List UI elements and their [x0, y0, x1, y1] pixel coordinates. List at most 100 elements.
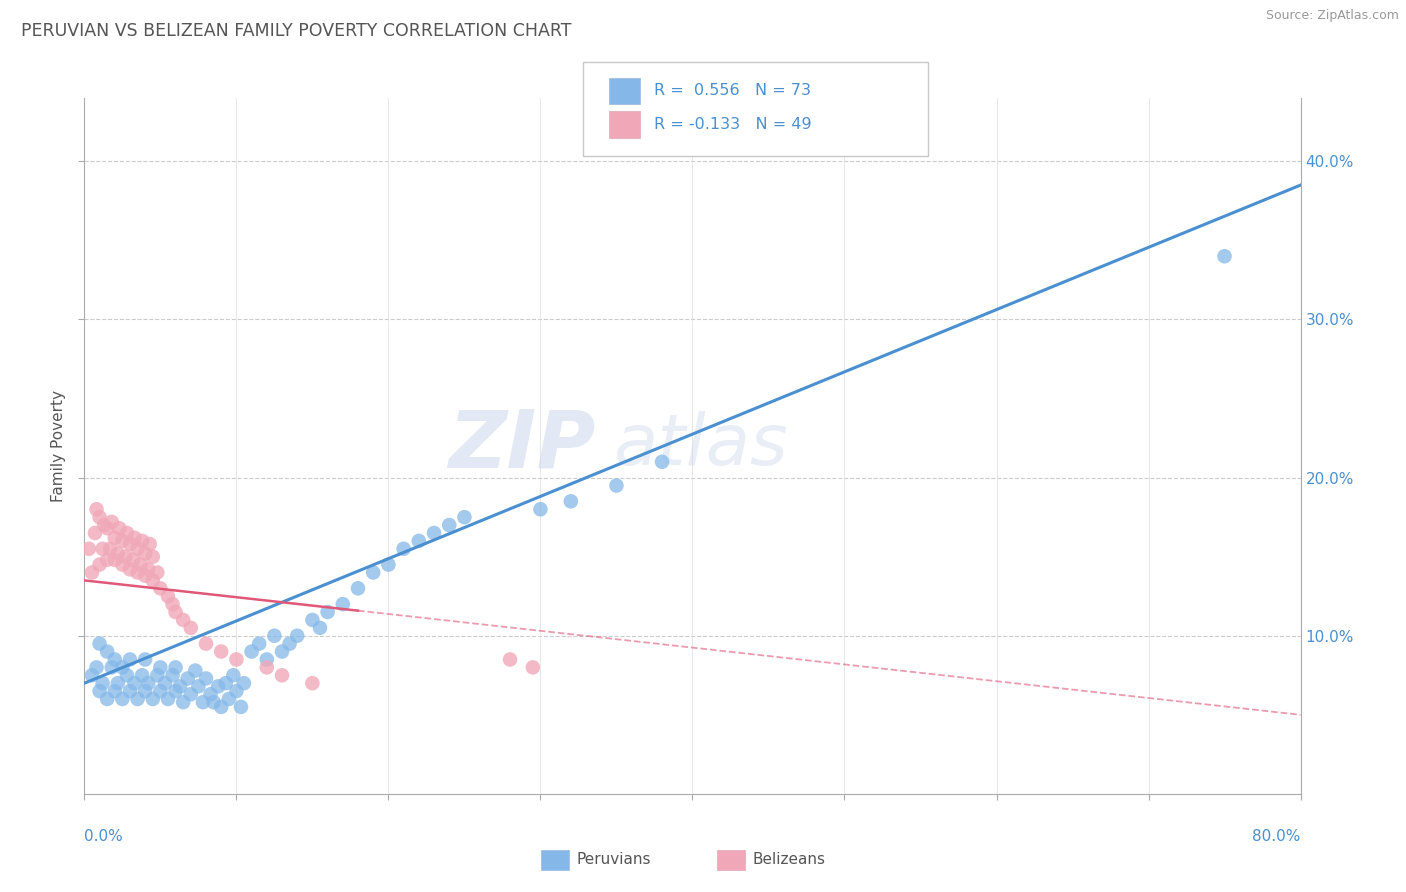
Point	[149, 582, 172, 596]
Point	[131, 668, 153, 682]
Point	[93, 518, 115, 533]
Point	[301, 676, 323, 690]
Point	[142, 692, 165, 706]
Text: Source: ZipAtlas.com: Source: ZipAtlas.com	[1265, 9, 1399, 22]
Point	[229, 699, 252, 714]
Point	[146, 668, 169, 682]
Point	[156, 692, 179, 706]
Point	[165, 684, 187, 698]
Point	[111, 660, 134, 674]
Point	[107, 676, 129, 690]
Point	[118, 537, 141, 551]
Point	[408, 533, 430, 548]
Point	[91, 676, 114, 690]
Text: ZIP: ZIP	[447, 407, 595, 485]
Point	[89, 558, 111, 572]
Text: Belizeans: Belizeans	[752, 853, 825, 867]
Point	[301, 613, 323, 627]
Point	[247, 637, 270, 651]
Point	[146, 566, 169, 580]
Point	[96, 644, 118, 658]
Point	[651, 455, 673, 469]
Text: PERUVIAN VS BELIZEAN FAMILY POVERTY CORRELATION CHART: PERUVIAN VS BELIZEAN FAMILY POVERTY CORR…	[21, 22, 572, 40]
Point	[271, 644, 294, 658]
Point	[127, 541, 149, 556]
Point	[207, 679, 229, 693]
Point	[111, 558, 134, 572]
Point	[200, 687, 222, 701]
Point	[80, 566, 103, 580]
Point	[187, 679, 209, 693]
Point	[529, 502, 551, 516]
Point	[138, 537, 160, 551]
Point	[499, 652, 522, 666]
Point	[316, 605, 339, 619]
Point	[127, 566, 149, 580]
Point	[361, 566, 384, 580]
Point	[77, 541, 100, 556]
Point	[153, 676, 176, 690]
Point	[134, 568, 156, 582]
Text: 0.0%: 0.0%	[84, 829, 124, 844]
Point	[191, 695, 214, 709]
Text: atlas: atlas	[613, 411, 787, 481]
Point	[332, 597, 354, 611]
Point	[134, 684, 156, 698]
Point	[605, 478, 627, 492]
Point	[104, 531, 127, 545]
Point	[98, 541, 121, 556]
Text: 80.0%: 80.0%	[1253, 829, 1301, 844]
Point	[111, 692, 134, 706]
Point	[180, 621, 202, 635]
Point	[439, 518, 461, 533]
Point	[172, 613, 194, 627]
Point	[240, 644, 263, 658]
Point	[195, 637, 218, 651]
Point	[86, 502, 108, 516]
Text: R = -0.133   N = 49: R = -0.133 N = 49	[654, 118, 811, 132]
Point	[392, 541, 415, 556]
Point	[149, 684, 172, 698]
Point	[104, 684, 127, 698]
Point	[96, 553, 118, 567]
Point	[89, 510, 111, 524]
Point	[127, 692, 149, 706]
Point	[271, 668, 294, 682]
Text: R =  0.556   N = 73: R = 0.556 N = 73	[654, 84, 811, 98]
Point	[115, 525, 138, 540]
Point	[256, 652, 278, 666]
Point	[195, 672, 218, 686]
Point	[347, 582, 370, 596]
Point	[184, 664, 207, 678]
Point	[131, 533, 153, 548]
Point	[453, 510, 475, 524]
Point	[560, 494, 582, 508]
Point	[218, 692, 240, 706]
Point	[202, 695, 225, 709]
Point	[215, 676, 238, 690]
Point	[142, 549, 165, 564]
Point	[225, 684, 247, 698]
Point	[156, 589, 179, 603]
Point	[134, 652, 156, 666]
Point	[256, 660, 278, 674]
Point	[134, 547, 156, 561]
Point	[124, 531, 146, 545]
Point	[115, 668, 138, 682]
Point	[149, 660, 172, 674]
Point	[522, 660, 544, 674]
Point	[222, 668, 245, 682]
Point	[100, 515, 122, 529]
Point	[124, 676, 146, 690]
Point	[118, 562, 141, 576]
Point	[278, 637, 301, 651]
Point	[104, 553, 127, 567]
Point	[114, 549, 136, 564]
Point	[108, 521, 131, 535]
Point	[96, 521, 118, 535]
Text: Peruvians: Peruvians	[576, 853, 651, 867]
Point	[309, 621, 332, 635]
Point	[89, 637, 111, 651]
Point	[142, 574, 165, 588]
Point	[100, 660, 122, 674]
